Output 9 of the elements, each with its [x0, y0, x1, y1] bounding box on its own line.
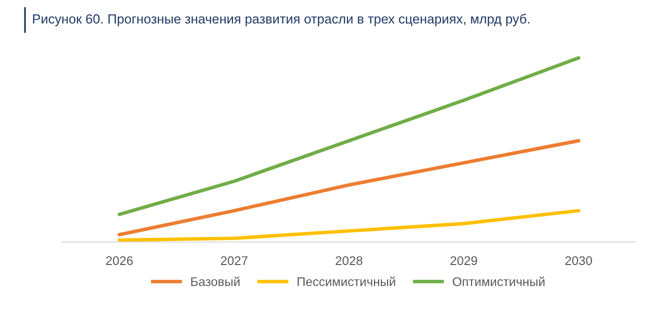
chart-title: Рисунок 60. Прогнозные значения развития отрасли в трех сценариях, млрд руб. [33, 14, 530, 26]
legend-label: Базовый [191, 276, 240, 286]
legend-label: Пессимистичный [298, 276, 396, 286]
x-tick-label: 2030 [565, 256, 592, 266]
x-tick-label: 2027 [220, 256, 248, 266]
x-tick-label: 2029 [450, 256, 478, 266]
legend-label: Оптимистичный [452, 276, 544, 286]
x-tick-label: 2028 [336, 256, 362, 266]
x-tick-label: 2026 [106, 256, 133, 266]
